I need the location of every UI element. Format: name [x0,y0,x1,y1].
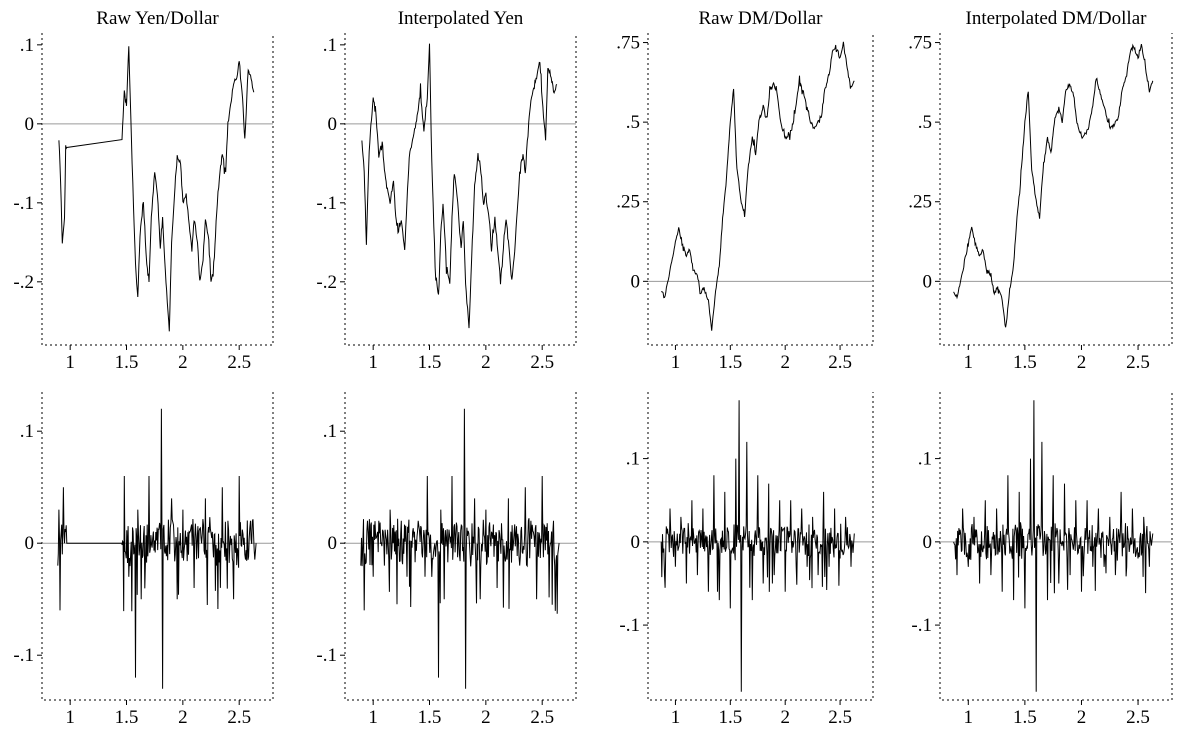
series-line [57,408,257,689]
y-tick-label: .25 [908,192,932,213]
x-tick-label: 1.5 [718,352,742,373]
series-line [661,41,855,331]
x-tick-label: 2 [481,707,491,728]
y-tick-label: -.1 [316,645,337,666]
chart-panel-4: Interpolated DM/Dollar 1 1.5 2 2.5 .75 .5 .25 0 [908,8,1173,373]
plot-frame [647,33,874,346]
x-tick-label: 1 [671,707,681,728]
x-tick-label: 2.5 [530,352,554,373]
chart-panel-1: Raw Yen/Dollar 1 1.5 2 2.5 .1 0 -.1 -.2 [13,8,274,373]
series-line [360,408,560,689]
x-tick-label: 2.5 [1126,352,1150,373]
y-tick-label: 0 [631,271,641,292]
y-tick-label: -.1 [911,615,932,636]
chart-panel-2: Interpolated Yen 1 1.5 2 2.5 .1 0 -.1 -.2 [316,8,577,373]
y-tick-label: -.1 [316,193,337,214]
plot-frame [41,33,274,346]
x-tick-label: 1.5 [418,352,442,373]
chart-title: Interpolated Yen [398,8,524,29]
y-tick-label: 0 [923,532,933,553]
y-tick-label: .25 [616,192,640,213]
y-tick-label: 0 [328,533,338,554]
x-tick-label: 1.5 [115,707,139,728]
series-line [953,43,1154,328]
y-tick-label: .1 [626,449,640,470]
y-tick-label: .75 [908,33,932,54]
x-tick-label: 1.5 [115,352,139,373]
y-tick-label: -.2 [13,272,34,293]
x-tick-label: 1.5 [1013,707,1037,728]
plot-frame [939,392,1173,701]
y-tick-label: .1 [323,35,337,56]
x-tick-label: 1.5 [718,707,742,728]
series-line [660,400,855,692]
chart-panel-8: 1 1.5 2 2.5 .1 0 -.1 [911,392,1173,728]
chart-title: Interpolated DM/Dollar [966,8,1148,29]
chart-panel-6: 1 1.5 2 2.5 .1 0 -.1 [316,392,577,728]
x-tick-label: 2.5 [530,707,554,728]
x-tick-label: 1 [368,707,378,728]
x-tick-label: 1 [65,707,75,728]
x-tick-label: 2 [178,707,188,728]
plot-frame [647,392,874,701]
y-tick-label: 0 [25,114,35,135]
x-tick-label: 2 [178,352,188,373]
y-tick-label: -.1 [619,615,640,636]
y-tick-label: .5 [626,112,640,133]
y-tick-label: -.2 [316,272,337,293]
x-tick-label: 1 [368,352,378,373]
chart-panel-5: 1 1.5 2 2.5 .1 0 -.1 [13,392,274,728]
y-tick-label: 0 [923,271,933,292]
y-tick-label: -.1 [13,645,34,666]
x-tick-label: 2.5 [828,352,852,373]
x-tick-label: 2 [1077,352,1087,373]
y-tick-label: .5 [918,112,932,133]
chart-panel-3: Raw DM/Dollar 1 1.5 2 2.5 .75 .5 .25 0 [616,8,874,373]
x-tick-label: 1 [964,352,974,373]
y-tick-label: .1 [20,35,34,56]
x-tick-label: 1 [671,352,681,373]
x-tick-label: 2 [780,707,790,728]
x-tick-label: 2 [1077,707,1087,728]
x-tick-label: 2.5 [1126,707,1150,728]
series-line [361,43,558,329]
x-tick-label: 2 [481,352,491,373]
y-tick-label: 0 [328,114,338,135]
plot-frame [939,33,1173,346]
x-tick-label: 1.5 [1013,352,1037,373]
y-tick-label: -.1 [13,193,34,214]
plot-frame [344,33,577,346]
chart-panel-7: 1 1.5 2 2.5 .1 0 -.1 [619,392,874,728]
y-tick-label: 0 [631,532,641,553]
series-line [953,400,1154,692]
chart-title: Raw Yen/Dollar [96,8,219,29]
y-tick-label: 0 [25,533,35,554]
y-tick-label: .1 [323,421,337,442]
x-tick-label: 1.5 [418,707,442,728]
x-tick-label: 2.5 [227,352,251,373]
x-tick-label: 1 [65,352,75,373]
x-tick-label: 2.5 [227,707,251,728]
series-line [58,46,255,332]
y-tick-label: .1 [20,421,34,442]
x-tick-label: 1 [964,707,974,728]
y-tick-label: .1 [918,449,932,470]
x-tick-label: 2.5 [828,707,852,728]
x-tick-label: 2 [780,352,790,373]
y-tick-label: .75 [616,33,640,54]
chart-title: Raw DM/Dollar [698,8,823,29]
